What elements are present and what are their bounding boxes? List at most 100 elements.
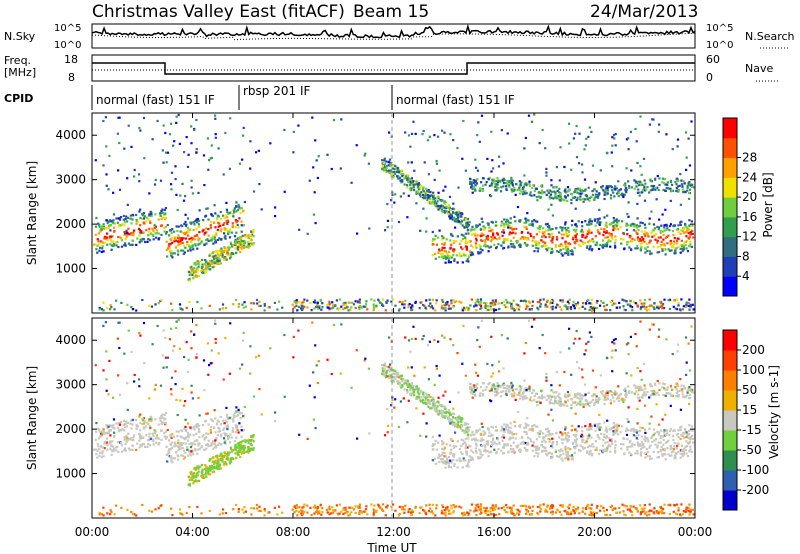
power-cell [538, 301, 541, 304]
power-cell [344, 304, 347, 307]
power-cell [141, 214, 145, 217]
power-cell [547, 247, 550, 250]
power-cell [159, 214, 162, 217]
velocity-cell [640, 451, 643, 454]
power-cell [579, 244, 582, 248]
power-cell [485, 302, 488, 305]
power-cell [195, 227, 198, 230]
velocity-cell [510, 444, 513, 447]
velocity-cell [606, 397, 609, 400]
power-cell [546, 222, 549, 225]
power-cell [617, 192, 621, 195]
velocity-cell [591, 398, 595, 401]
velocity-cell [160, 422, 163, 426]
power-cell [514, 193, 517, 196]
velocity-cell [533, 424, 536, 427]
power-cell [555, 250, 559, 253]
power-cell [444, 306, 447, 309]
velocity-cell [680, 425, 683, 428]
power-cell [519, 189, 522, 192]
power-cell [489, 245, 493, 248]
power-cell [503, 225, 506, 229]
power-cell [409, 182, 412, 185]
power-cell [98, 223, 101, 226]
power-cell [109, 229, 112, 232]
colorbar-cell [723, 118, 737, 139]
power-cell [472, 182, 475, 185]
velocity-cell [533, 455, 536, 458]
power-cell [523, 174, 526, 177]
power-cell [138, 126, 141, 130]
power-cell [612, 221, 616, 224]
power-cell [627, 137, 630, 140]
velocity-cell [181, 430, 184, 433]
power-cell [557, 194, 560, 198]
power-cell [429, 202, 432, 205]
power-cell [609, 245, 612, 248]
velocity-cell [583, 446, 586, 449]
power-cell [169, 243, 172, 246]
power-cell [393, 201, 396, 204]
power-cell [217, 215, 220, 218]
velocity-cell [623, 388, 626, 391]
power-cell [501, 234, 504, 237]
velocity-cell [554, 401, 557, 404]
power-cell [551, 232, 554, 235]
velocity-cell [596, 426, 599, 429]
velocity-cell [634, 385, 638, 388]
power-cell [506, 182, 509, 185]
velocity-cell [582, 435, 585, 438]
velocity-cell [567, 447, 570, 450]
power-cell [559, 195, 562, 198]
power-cell [151, 227, 154, 230]
velocity-cell [198, 424, 201, 427]
power-cell [227, 246, 230, 249]
power-cell [564, 221, 567, 224]
power-cell [584, 144, 587, 147]
velocity-cell [145, 434, 148, 437]
power-cell [575, 304, 578, 307]
power-cell [451, 234, 454, 237]
power-cell [243, 200, 246, 204]
power-cell [195, 268, 198, 271]
power-cell [386, 170, 389, 173]
velocity-cell [187, 436, 190, 439]
power-cell [574, 132, 577, 135]
velocity-cell [485, 386, 488, 389]
velocity-cell [531, 449, 534, 452]
power-cell [426, 189, 429, 193]
power-cell [118, 223, 121, 226]
power-cell [609, 197, 613, 200]
velocity-cell [131, 444, 134, 447]
power-cell [521, 299, 524, 303]
velocity-cell [132, 436, 135, 439]
power-cell [175, 239, 178, 242]
power-cell [627, 240, 630, 243]
velocity-cell [606, 447, 609, 450]
power-cell [441, 299, 444, 302]
power-cell [685, 168, 688, 171]
power-cell [263, 309, 266, 312]
power-cell [446, 252, 449, 255]
power-cell [614, 238, 617, 241]
velocity-cell [596, 398, 599, 401]
velocity-cell [644, 452, 647, 455]
velocity-cell [211, 419, 214, 423]
power-cell [198, 209, 201, 212]
power-cell [525, 300, 528, 303]
velocity-cell [586, 428, 589, 431]
power-cell [185, 231, 188, 234]
colorbar-cell [723, 256, 737, 277]
velocity-cell [627, 391, 630, 394]
power-cell [686, 186, 689, 189]
velocity-cell [227, 417, 230, 420]
power-cell [461, 261, 464, 264]
power-cell [556, 189, 559, 192]
power-cell [609, 240, 612, 243]
velocity-cell [500, 449, 503, 452]
power-cell [661, 248, 664, 251]
velocity-cell [503, 443, 506, 446]
velocity-cell [495, 388, 498, 391]
power-cell [581, 240, 584, 244]
